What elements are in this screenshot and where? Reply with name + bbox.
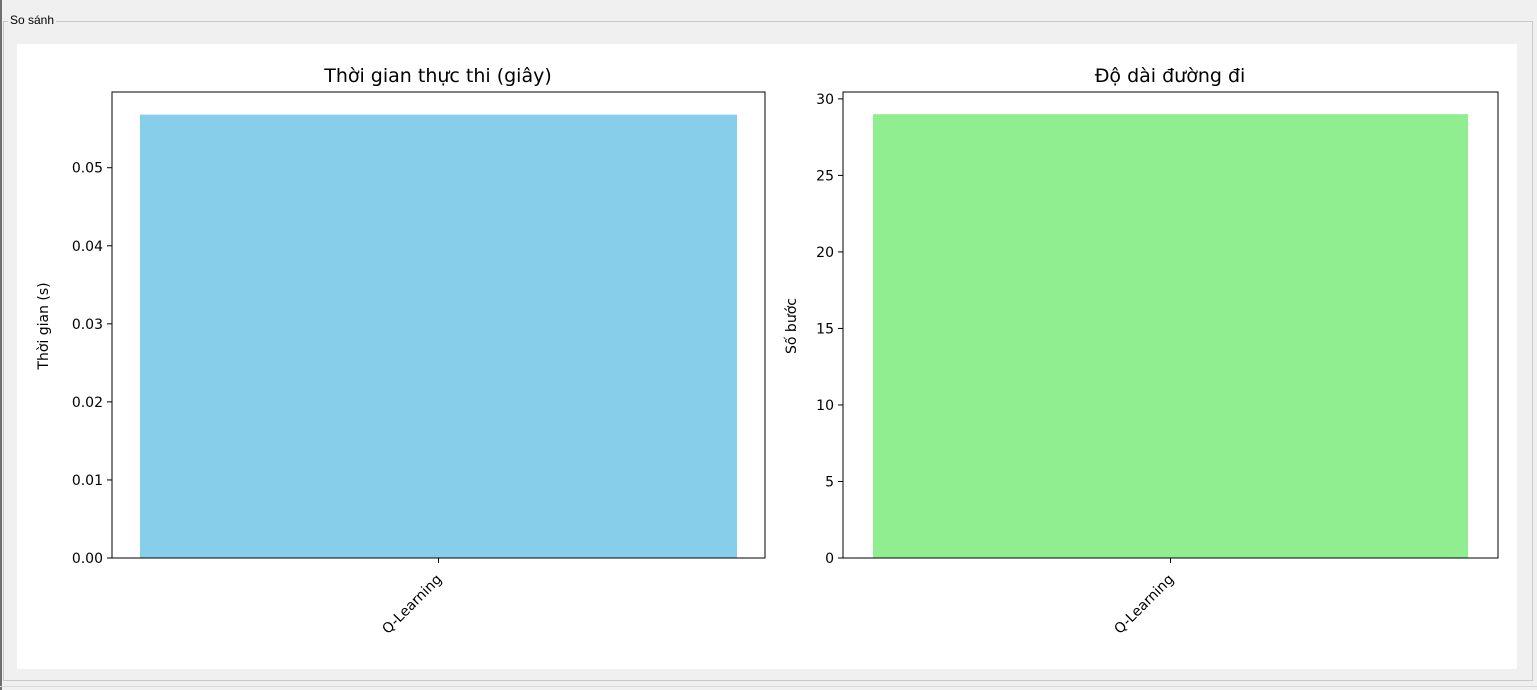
- groupbox-title: So sánh: [8, 13, 57, 27]
- chart-title: Độ dài đường đi: [1095, 65, 1246, 87]
- window-bottom-border: [0, 686, 1537, 687]
- bar: [873, 114, 1468, 558]
- y-tick-label: 10: [816, 398, 834, 414]
- x-tick-label: Q-Learning: [1111, 572, 1177, 638]
- chart-canvas: Thời gian thực thi (giây) Thời gian (s) …: [17, 44, 1517, 669]
- x-axis-ticks: Q-Learning: [379, 558, 445, 637]
- comparison-charts: Thời gian thực thi (giây) Thời gian (s) …: [36, 65, 1499, 637]
- y-axis-label: Số bước: [783, 298, 800, 354]
- y-tick-label: 30: [816, 92, 834, 108]
- window-left-border: [0, 0, 2, 690]
- y-tick-label: 5: [825, 474, 834, 490]
- bar: [140, 114, 737, 559]
- y-axis-ticks: 0.00 0.01 0.02 0.03 0.04 0.05: [72, 161, 112, 567]
- comparison-groupbox: [3, 21, 1533, 681]
- y-tick-label: 25: [816, 168, 834, 184]
- y-tick-label: 0.00: [72, 551, 103, 567]
- y-tick-label: 0.03: [72, 317, 103, 333]
- y-tick-label: 0.05: [72, 161, 103, 177]
- path-length-chart: Độ dài đường đi Số bước 0 5 10 15 20 25 30 Q-L…: [783, 65, 1499, 637]
- y-axis-label: Thời gian (s): [36, 282, 52, 370]
- y-tick-label: 0.04: [72, 239, 103, 255]
- bars: [140, 114, 737, 559]
- y-axis-ticks: 0 5 10 15 20 25 30: [816, 92, 843, 567]
- y-tick-label: 0.01: [72, 473, 103, 489]
- y-tick-label: 20: [816, 245, 834, 261]
- y-tick-label: 15: [816, 321, 834, 337]
- execution-time-chart: Thời gian thực thi (giây) Thời gian (s) …: [36, 65, 766, 637]
- x-tick-label: Q-Learning: [379, 572, 445, 638]
- chart-title: Thời gian thực thi (giây): [323, 65, 552, 87]
- bars: [873, 114, 1468, 558]
- y-tick-label: 0.02: [72, 395, 103, 411]
- y-tick-label: 0: [825, 551, 834, 567]
- x-axis-ticks: Q-Learning: [1111, 558, 1177, 637]
